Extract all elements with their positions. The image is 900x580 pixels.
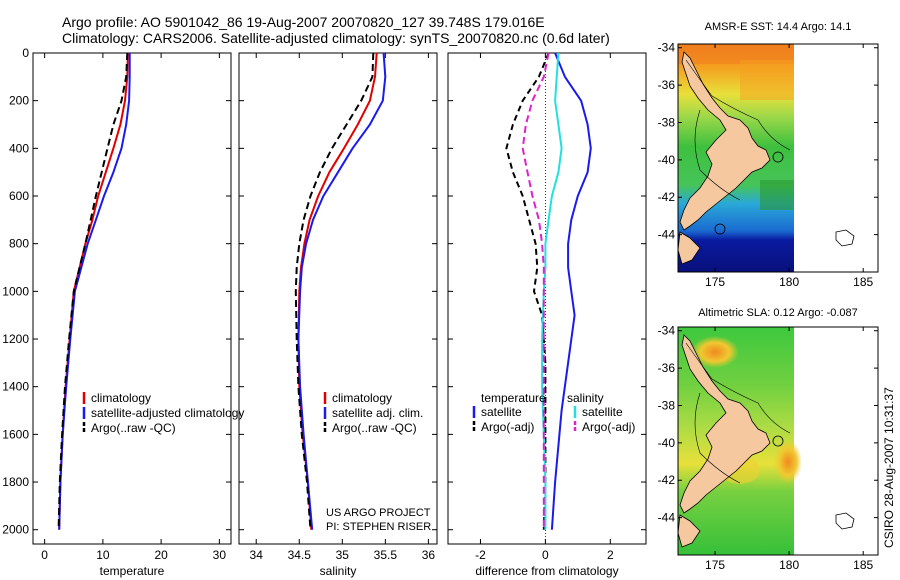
x-tick-label: 34.5 xyxy=(288,548,312,562)
map-sla-frame xyxy=(677,326,879,556)
y-tick-label: 1200 xyxy=(2,332,29,346)
legend-entry-sal-satellite: satellite xyxy=(582,405,623,419)
legend-entry-temp-satellite: satellite xyxy=(481,405,522,419)
x-tick-label: 35 xyxy=(336,548,350,562)
x-tick-label: 10 xyxy=(96,548,110,562)
sla-map-title: Altimetric SLA: 0.12 Argo: -0.087 xyxy=(698,307,858,319)
salinity-series-2 xyxy=(294,53,375,530)
y-tick-label: 1000 xyxy=(2,284,29,298)
map-y-tick-label: -40 xyxy=(658,153,676,167)
legend-entry-satellite-adj: satellite adj. clim. xyxy=(332,406,423,420)
difference-series-0 xyxy=(550,53,592,530)
difference-series-3 xyxy=(521,53,550,530)
sla-land xyxy=(679,334,771,514)
map-y-tick-label: -36 xyxy=(658,78,676,92)
temperature-series-2 xyxy=(57,53,129,530)
sst-map: AMSR-E SST: 14.4 Argo: 14.1 xyxy=(678,21,855,272)
difference-legend: temperature salinity satellite Argo(-adj… xyxy=(472,391,635,434)
temperature-axes-frame xyxy=(32,52,232,545)
difference-xlabel: difference from climatology xyxy=(475,564,618,578)
x-tick-label: 35.5 xyxy=(374,548,398,562)
temperature-series-0 xyxy=(58,53,129,530)
map-x-tick-label: 185 xyxy=(853,558,873,572)
map-y-tick-label: -40 xyxy=(658,436,676,450)
temperature-panel: 0 10 20 30 0 200 400 600 800 1000 1200 1400 1600 1800… xyxy=(2,46,232,578)
sla-map: Altimetric SLA: 0.12 Argo: -0.087 xyxy=(678,307,858,555)
legend-entry-satellite-adjusted: satellite-adjusted climatology xyxy=(91,406,244,420)
legend-header-temperature: temperature xyxy=(481,391,546,405)
map-y-tick-label: -44 xyxy=(658,228,676,242)
x-tick-label: 30 xyxy=(213,548,227,562)
figure-title-line1: Argo profile: AO 5901042_86 19-Aug-2007 … xyxy=(62,14,545,30)
y-tick-label: 800 xyxy=(9,237,29,251)
y-tick-label: 200 xyxy=(9,94,29,108)
y-tick-label: 1400 xyxy=(2,380,29,394)
difference-series-1 xyxy=(505,53,550,530)
sst-map-title: AMSR-E SST: 14.4 Argo: 14.1 xyxy=(705,21,852,33)
map-x-tick-label: 185 xyxy=(853,275,873,289)
salinity-panel: 34 34.5 35 35.5 36 salinity xyxy=(238,52,438,578)
difference-panel: -2 0 2 difference from climatology xyxy=(447,52,647,578)
salinity-legend: climatology satellite adj. clim. Argo(..… xyxy=(323,391,431,533)
legend-entry-climatology: climatology xyxy=(332,391,392,405)
salinity-series-1 xyxy=(297,53,387,530)
project-annotation-line2: PI: STEPHEN RISER xyxy=(326,521,431,533)
map-y-tick-label: -44 xyxy=(658,511,676,525)
x-tick-label: 0 xyxy=(41,548,48,562)
y-tick-label: 400 xyxy=(9,141,29,155)
y-tick-label: 1800 xyxy=(2,475,29,489)
y-tick-label: 2000 xyxy=(2,523,29,537)
map-x-tick-label: 175 xyxy=(705,275,725,289)
map-x-tick-label: 175 xyxy=(705,558,725,572)
sst-land xyxy=(679,51,771,231)
x-tick-label: -2 xyxy=(475,548,486,562)
x-tick-label: 0 xyxy=(542,548,549,562)
legend-header-salinity: salinity xyxy=(567,391,604,405)
temperature-xlabel: temperature xyxy=(100,564,165,578)
x-tick-label: 36 xyxy=(422,548,436,562)
figure-title-line2: Climatology: CARS2006. Satellite-adjuste… xyxy=(62,30,610,46)
map-y-tick-label: -38 xyxy=(658,398,676,412)
map-sst-frame xyxy=(677,43,879,273)
y-tick-label: 0 xyxy=(22,46,29,60)
y-tick-label: 1600 xyxy=(2,427,29,441)
map-y-tick-label: -42 xyxy=(658,190,676,204)
footer-timestamp: CSIRO 28-Aug-2007 10:31:37 xyxy=(882,387,896,548)
difference-axes-frame xyxy=(447,52,647,545)
map-x-tick-label: 180 xyxy=(779,558,799,572)
project-annotation-line1: US ARGO PROJECT xyxy=(326,507,431,519)
temperature-series-1 xyxy=(58,53,131,530)
difference-series-2 xyxy=(541,53,563,530)
legend-entry-argo: Argo(..raw -QC) xyxy=(91,421,176,435)
map-x-tick-label: 180 xyxy=(779,275,799,289)
x-tick-label: 20 xyxy=(154,548,168,562)
legend-entry-argo: Argo(..raw -QC) xyxy=(332,421,417,435)
map-y-tick-label: -42 xyxy=(658,473,676,487)
map-axes: 175 180 185 -34 -36 -38 -40 -42 -44 175 180 185 -34 -… xyxy=(658,41,879,572)
x-tick-label: 2 xyxy=(607,548,614,562)
legend-entry-sal-argo: Argo(-adj) xyxy=(582,420,635,434)
y-tick-label: 600 xyxy=(9,189,29,203)
salinity-axes-frame xyxy=(238,52,438,545)
x-tick-label: 34 xyxy=(250,548,264,562)
salinity-series-0 xyxy=(297,53,378,530)
map-y-tick-label: -34 xyxy=(658,41,676,55)
legend-entry-temp-argo: Argo(-adj) xyxy=(481,420,534,434)
salinity-xlabel: salinity xyxy=(320,564,357,578)
map-y-tick-label: -36 xyxy=(658,361,676,375)
legend-entry-climatology: climatology xyxy=(91,391,151,405)
map-y-tick-label: -38 xyxy=(658,115,676,129)
temperature-legend: climatology satellite-adjusted climatolo… xyxy=(82,391,244,435)
map-y-tick-label: -34 xyxy=(658,324,676,338)
